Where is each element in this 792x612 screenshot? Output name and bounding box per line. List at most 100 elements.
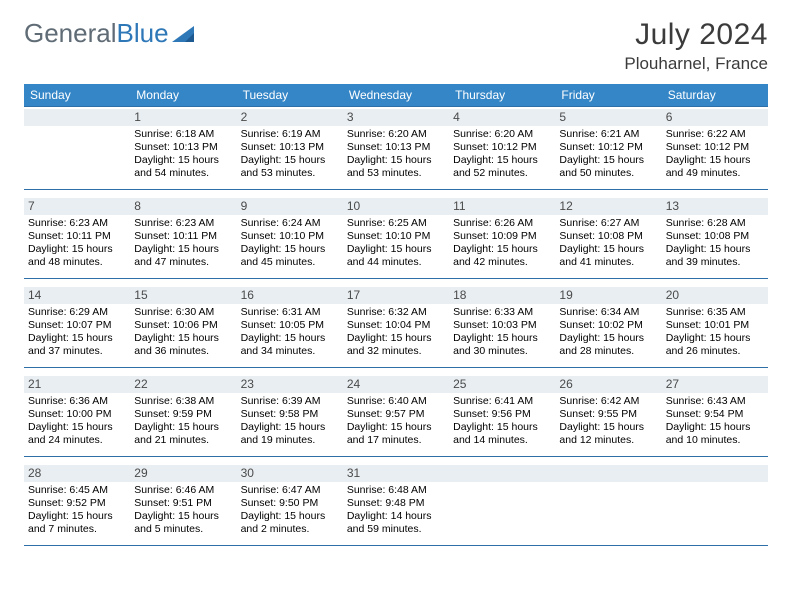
sunrise-text: Sunrise: 6:41 AM: [453, 395, 551, 408]
day-cell: 12Sunrise: 6:27 AMSunset: 10:08 PMDaylig…: [555, 196, 661, 278]
daylight-text: Daylight: 15 hours: [453, 243, 551, 256]
day-number: 13: [662, 198, 768, 215]
sunset-text: Sunset: 10:13 PM: [241, 141, 339, 154]
sunrise-text: Sunrise: 6:20 AM: [453, 128, 551, 141]
sunset-text: Sunset: 10:00 PM: [28, 408, 126, 421]
day-number-empty: [555, 465, 661, 482]
daylight-text: Daylight: 15 hours: [241, 243, 339, 256]
day-cell: 6Sunrise: 6:22 AMSunset: 10:12 PMDayligh…: [662, 107, 768, 189]
day-number: 25: [449, 376, 555, 393]
day-number: 5: [555, 109, 661, 126]
daylight-text: and 34 minutes.: [241, 345, 339, 358]
sunrise-text: Sunrise: 6:34 AM: [559, 306, 657, 319]
day-info: Sunrise: 6:34 AMSunset: 10:02 PMDaylight…: [559, 306, 657, 359]
sunset-text: Sunset: 10:13 PM: [347, 141, 445, 154]
day-info: Sunrise: 6:31 AMSunset: 10:05 PMDaylight…: [241, 306, 339, 359]
daylight-text: and 41 minutes.: [559, 256, 657, 269]
day-cell: 19Sunrise: 6:34 AMSunset: 10:02 PMDaylig…: [555, 285, 661, 367]
sunrise-text: Sunrise: 6:43 AM: [666, 395, 764, 408]
day-number: 22: [130, 376, 236, 393]
week-row: 7Sunrise: 6:23 AMSunset: 10:11 PMDayligh…: [24, 196, 768, 279]
weekday-header: Saturday: [662, 84, 768, 106]
day-number: 14: [24, 287, 130, 304]
week-row: 28Sunrise: 6:45 AMSunset: 9:52 PMDayligh…: [24, 463, 768, 546]
daylight-text: Daylight: 15 hours: [559, 332, 657, 345]
sunrise-text: Sunrise: 6:23 AM: [28, 217, 126, 230]
day-number-empty: [24, 109, 130, 126]
weekday-header: Tuesday: [237, 84, 343, 106]
daylight-text: and 59 minutes.: [347, 523, 445, 536]
sunset-text: Sunset: 10:05 PM: [241, 319, 339, 332]
sunset-text: Sunset: 9:52 PM: [28, 497, 126, 510]
daylight-text: Daylight: 15 hours: [347, 243, 445, 256]
day-cell: 16 Sunrise: 6:31 AMSunset: 10:05 PMDaylig…: [237, 285, 343, 367]
logo: GeneralBlue: [24, 18, 194, 49]
daylight-text: and 53 minutes.: [347, 167, 445, 180]
week-row: 14Sunrise: 6:29 AMSunset: 10:07 PMDaylig…: [24, 285, 768, 368]
day-info: Sunrise: 6:20 AMSunset: 10:13 PMDaylight…: [347, 128, 445, 181]
day-info: Sunrise: 6:36 AMSunset: 10:00 PMDaylight…: [28, 395, 126, 448]
sunrise-text: Sunrise: 6:27 AM: [559, 217, 657, 230]
day-number: 15: [130, 287, 236, 304]
day-cell: 8Sunrise: 6:23 AMSunset: 10:11 PMDayligh…: [130, 196, 236, 278]
day-cell: [662, 463, 768, 545]
weekday-header: Monday: [130, 84, 236, 106]
daylight-text: and 45 minutes.: [241, 256, 339, 269]
day-info: Sunrise: 6:33 AMSunset: 10:03 PMDaylight…: [453, 306, 551, 359]
sunset-text: Sunset: 10:08 PM: [559, 230, 657, 243]
sunrise-text: Sunrise: 6:45 AM: [28, 484, 126, 497]
sunset-text: Sunset: 9:58 PM: [241, 408, 339, 421]
sunrise-text: Sunrise: 6:22 AM: [666, 128, 764, 141]
day-cell: 9Sunrise: 6:24 AMSunset: 10:10 PMDayligh…: [237, 196, 343, 278]
daylight-text: Daylight: 15 hours: [134, 510, 232, 523]
day-number: 16: [237, 287, 343, 304]
daylight-text: and 2 minutes.: [241, 523, 339, 536]
day-info: Sunrise: 6:48 AMSunset: 9:48 PMDaylight:…: [347, 484, 445, 537]
sunset-text: Sunset: 9:48 PM: [347, 497, 445, 510]
title-block: July 2024 Plouharnel, France: [624, 18, 768, 74]
location-label: Plouharnel, France: [624, 54, 768, 74]
daylight-text: Daylight: 15 hours: [453, 154, 551, 167]
daylight-text: Daylight: 15 hours: [241, 510, 339, 523]
daylight-text: and 17 minutes.: [347, 434, 445, 447]
day-number: 6: [662, 109, 768, 126]
daylight-text: Daylight: 15 hours: [241, 154, 339, 167]
week-row: 21Sunrise: 6:36 AMSunset: 10:00 PMDaylig…: [24, 374, 768, 457]
day-info: Sunrise: 6:20 AMSunset: 10:12 PMDaylight…: [453, 128, 551, 181]
sunset-text: Sunset: 10:10 PM: [241, 230, 339, 243]
daylight-text: Daylight: 15 hours: [666, 154, 764, 167]
daylight-text: Daylight: 15 hours: [453, 332, 551, 345]
day-info: Sunrise: 6:26 AMSunset: 10:09 PMDaylight…: [453, 217, 551, 270]
daylight-text: Daylight: 15 hours: [559, 154, 657, 167]
week-row: 1Sunrise: 6:18 AMSunset: 10:13 PMDayligh…: [24, 106, 768, 190]
day-info: Sunrise: 6:47 AMSunset: 9:50 PMDaylight:…: [241, 484, 339, 537]
day-cell: 5Sunrise: 6:21 AMSunset: 10:12 PMDayligh…: [555, 107, 661, 189]
daylight-text: and 28 minutes.: [559, 345, 657, 358]
day-number: 2: [237, 109, 343, 126]
day-cell: 28Sunrise: 6:45 AMSunset: 9:52 PMDayligh…: [24, 463, 130, 545]
day-info: Sunrise: 6:28 AMSunset: 10:08 PMDaylight…: [666, 217, 764, 270]
day-number-empty: [662, 465, 768, 482]
sunset-text: Sunset: 9:51 PM: [134, 497, 232, 510]
day-cell: 27Sunrise: 6:43 AMSunset: 9:54 PMDayligh…: [662, 374, 768, 456]
sunrise-text: Sunrise: 6:26 AM: [453, 217, 551, 230]
day-cell: 30Sunrise: 6:47 AMSunset: 9:50 PMDayligh…: [237, 463, 343, 545]
sunrise-text: Sunrise: 6:31 AM: [241, 306, 339, 319]
day-cell: 15 Sunrise: 6:30 AMSunset: 10:06 PMDaylig…: [130, 285, 236, 367]
day-info: Sunrise: 6:30 AMSunset: 10:06 PMDaylight…: [134, 306, 232, 359]
weekday-header: Wednesday: [343, 84, 449, 106]
sunrise-text: Sunrise: 6:29 AM: [28, 306, 126, 319]
day-number: 27: [662, 376, 768, 393]
sunrise-text: Sunrise: 6:21 AM: [559, 128, 657, 141]
day-number: 31: [343, 465, 449, 482]
daylight-text: and 39 minutes.: [666, 256, 764, 269]
day-cell: 29Sunrise: 6:46 AMSunset: 9:51 PMDayligh…: [130, 463, 236, 545]
day-info: Sunrise: 6:24 AMSunset: 10:10 PMDaylight…: [241, 217, 339, 270]
day-info: Sunrise: 6:32 AMSunset: 10:04 PMDaylight…: [347, 306, 445, 359]
sunset-text: Sunset: 10:02 PM: [559, 319, 657, 332]
daylight-text: Daylight: 15 hours: [28, 243, 126, 256]
daylight-text: and 10 minutes.: [666, 434, 764, 447]
weekday-header-row: SundayMondayTuesdayWednesdayThursdayFrid…: [24, 84, 768, 106]
daylight-text: Daylight: 15 hours: [347, 332, 445, 345]
day-number: 12: [555, 198, 661, 215]
